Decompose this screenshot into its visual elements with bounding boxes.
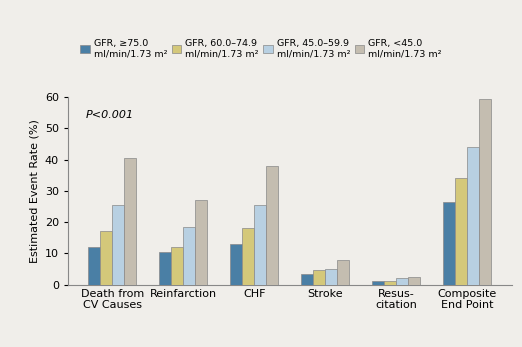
Bar <box>124 158 136 285</box>
Bar <box>112 205 124 285</box>
Bar <box>183 227 195 285</box>
Bar <box>159 252 171 285</box>
Text: P<0.001: P<0.001 <box>86 110 134 120</box>
Bar <box>195 200 207 285</box>
Bar <box>479 99 491 285</box>
Bar <box>408 277 420 285</box>
Bar <box>313 271 325 285</box>
Bar <box>254 205 266 285</box>
Bar <box>301 273 313 285</box>
Bar <box>396 278 408 285</box>
Bar <box>384 281 396 285</box>
Bar <box>171 247 183 285</box>
Bar <box>443 202 455 285</box>
Bar <box>455 178 467 285</box>
Bar <box>88 247 100 285</box>
Bar <box>467 147 479 285</box>
Bar <box>266 166 278 285</box>
Legend: GFR, ≥75.0
ml/min/1.73 m², GFR, 60.0–74.9
ml/min/1.73 m², GFR, 45.0–59.9
ml/min/: GFR, ≥75.0 ml/min/1.73 m², GFR, 60.0–74.… <box>80 39 442 58</box>
Bar <box>325 269 337 285</box>
Bar <box>337 260 349 285</box>
Y-axis label: Estimated Event Rate (%): Estimated Event Rate (%) <box>29 119 39 263</box>
Bar <box>230 244 242 285</box>
Bar <box>242 228 254 285</box>
Bar <box>100 231 112 285</box>
Bar <box>372 281 384 285</box>
